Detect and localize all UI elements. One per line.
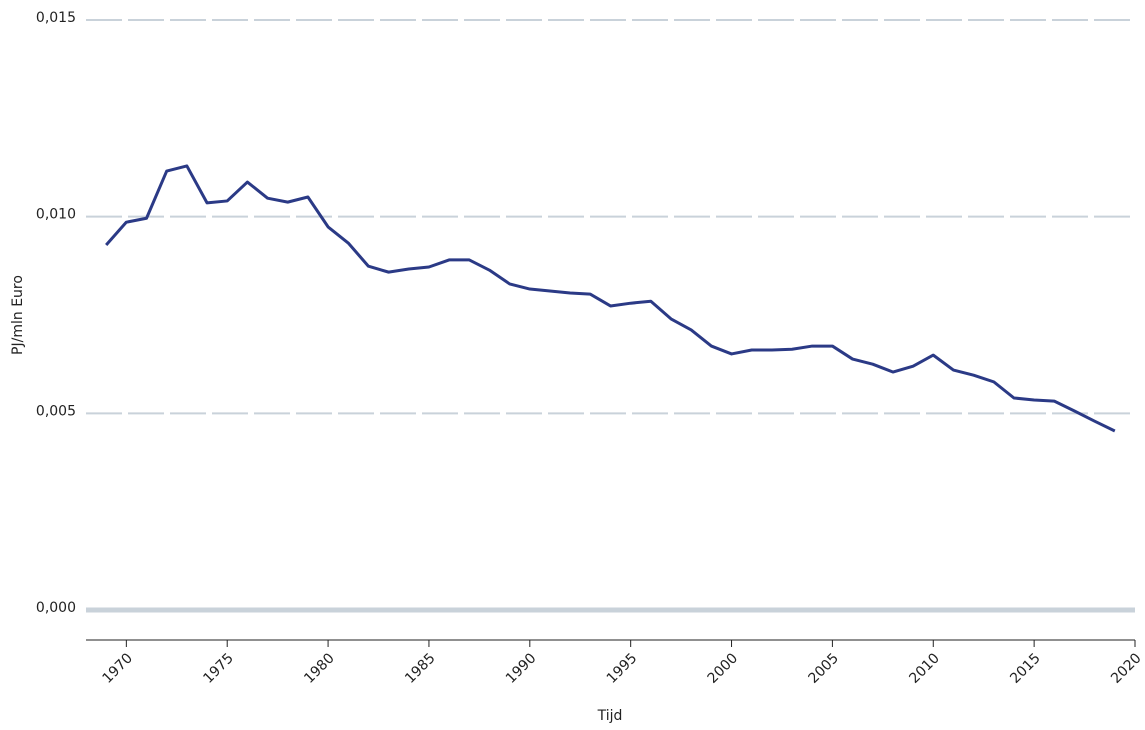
y-tick-label: 0,005 <box>36 403 76 419</box>
x-tick-label: 2000 <box>705 650 742 687</box>
x-tick-label: 1980 <box>301 650 338 687</box>
x-tick-label: 2015 <box>1007 650 1044 687</box>
x-axis-label: Tijd <box>597 708 623 724</box>
x-tick-label: 1995 <box>604 650 641 687</box>
x-tick-label: 2020 <box>1108 650 1145 687</box>
y-tick-label: 0,015 <box>36 10 76 26</box>
y-tick-label: 0,010 <box>36 207 76 223</box>
y-axis-label: PJ/mln Euro <box>10 275 26 355</box>
x-tick-label: 1970 <box>99 650 136 687</box>
y-tick-label: 0,000 <box>36 600 76 616</box>
x-tick-label: 1975 <box>200 650 237 687</box>
x-tick-label: 1990 <box>503 650 540 687</box>
x-tick-label: 2010 <box>906 650 943 687</box>
x-tick-label: 1985 <box>402 650 439 687</box>
data-line <box>105 164 1116 433</box>
x-tick-label: 2005 <box>806 650 843 687</box>
